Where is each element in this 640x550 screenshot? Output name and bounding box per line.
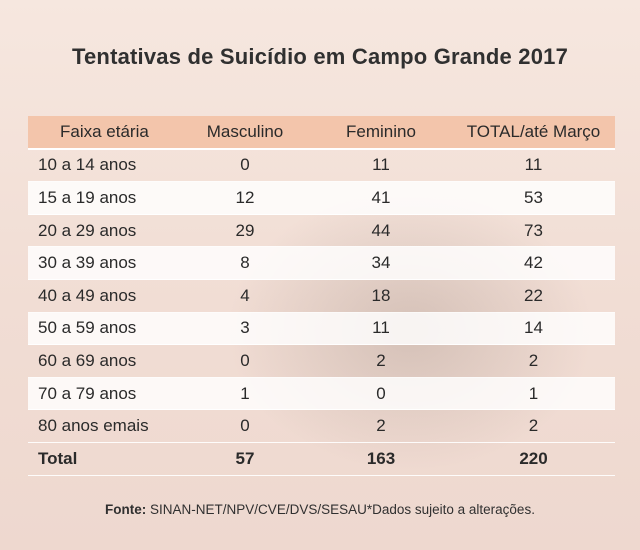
cell-masculino: 29 (235, 220, 255, 240)
footnote-label: Fonte: (105, 502, 147, 517)
cell-total: 2 (528, 350, 539, 370)
table-total-row: Total 57 163 220 (28, 443, 615, 476)
cell-total: 42 (524, 253, 543, 273)
cell-feminino: 41 (371, 187, 391, 207)
cell-feminino: 2 (376, 416, 386, 436)
total-feminino: 163 (366, 448, 396, 468)
footnote-text: SINAN-NET/NPV/CVE/DVS/SESAU*Dados sujeit… (146, 502, 535, 517)
header-masculino: Masculino (206, 121, 284, 141)
cell-total: 53 (524, 187, 543, 207)
table-header-row: Faixa etária Masculino Feminino TOTAL/at… (28, 116, 615, 150)
table-row: 30 a 39 anos 8 34 42 (28, 247, 615, 280)
chart-title: Tentativas de Suicídio em Campo Grande 2… (71, 44, 569, 69)
total-masculino: 57 (235, 448, 255, 468)
table-row: 80 anos emais 0 2 2 (28, 410, 615, 443)
cell-masculino: 0 (240, 350, 250, 370)
cell-faixa: 60 a 69 anos (38, 350, 137, 370)
cell-faixa: 70 a 79 anos (38, 383, 137, 403)
cell-feminino: 2 (376, 350, 386, 370)
table-row: 20 a 29 anos 29 44 73 (28, 215, 615, 248)
cell-masculino: 4 (240, 285, 250, 305)
cell-faixa: 50 a 59 anos (38, 318, 137, 338)
total-label: Total (38, 448, 78, 468)
cell-masculino: 0 (240, 155, 250, 175)
header-feminino: Feminino (346, 121, 416, 141)
cell-feminino: 18 (371, 285, 391, 305)
total-geral: 220 (519, 448, 548, 468)
header-faixa-etaria: Faixa etária (60, 121, 149, 141)
table-body: 10 a 14 anos 0 11 11 15 a 19 anos 12 41 53 20 a … (28, 150, 615, 443)
cell-total: 11 (524, 155, 543, 175)
cell-faixa: 40 a 49 anos (38, 285, 137, 305)
table-row: 70 a 79 anos 1 0 1 (28, 377, 615, 411)
data-table: Faixa etária Masculino Feminino TOTAL/at… (28, 116, 615, 476)
table-row: 60 a 69 anos 0 2 2 (28, 345, 615, 378)
cell-faixa: 20 a 29 anos (38, 220, 137, 240)
cell-total: 2 (528, 416, 539, 436)
cell-faixa: 80 anos emais (38, 416, 149, 436)
cell-faixa: 30 a 39 anos (38, 253, 137, 273)
cell-feminino: 44 (371, 220, 391, 240)
cell-masculino: 3 (240, 318, 250, 338)
table-row: 10 a 14 anos 0 11 11 (28, 150, 615, 183)
cell-masculino: 8 (240, 253, 250, 273)
footnote: Fonte: SINAN-NET/NPV/CVE/DVS/SESAU*Dados… (0, 502, 640, 517)
cell-total: 1 (528, 383, 539, 403)
cell-masculino: 1 (240, 383, 250, 403)
cell-masculino: 0 (240, 416, 250, 436)
cell-total: 14 (524, 318, 543, 338)
cell-feminino: 34 (371, 253, 391, 273)
cell-total: 22 (524, 285, 543, 305)
cell-feminino: 11 (372, 155, 390, 175)
table-row: 15 a 19 anos 12 41 53 (28, 182, 615, 215)
cell-masculino: 12 (235, 187, 255, 207)
cell-faixa: 15 a 19 anos (38, 187, 137, 207)
cell-faixa: 10 a 14 anos (38, 155, 137, 175)
cell-feminino: 11 (372, 318, 390, 338)
table-row: 50 a 59 anos 3 11 14 (28, 312, 615, 346)
cell-feminino: 0 (376, 383, 386, 403)
cell-total: 73 (524, 220, 543, 240)
header-total: TOTAL/até Março (466, 121, 601, 141)
table-row: 40 a 49 anos 4 18 22 (28, 280, 615, 313)
